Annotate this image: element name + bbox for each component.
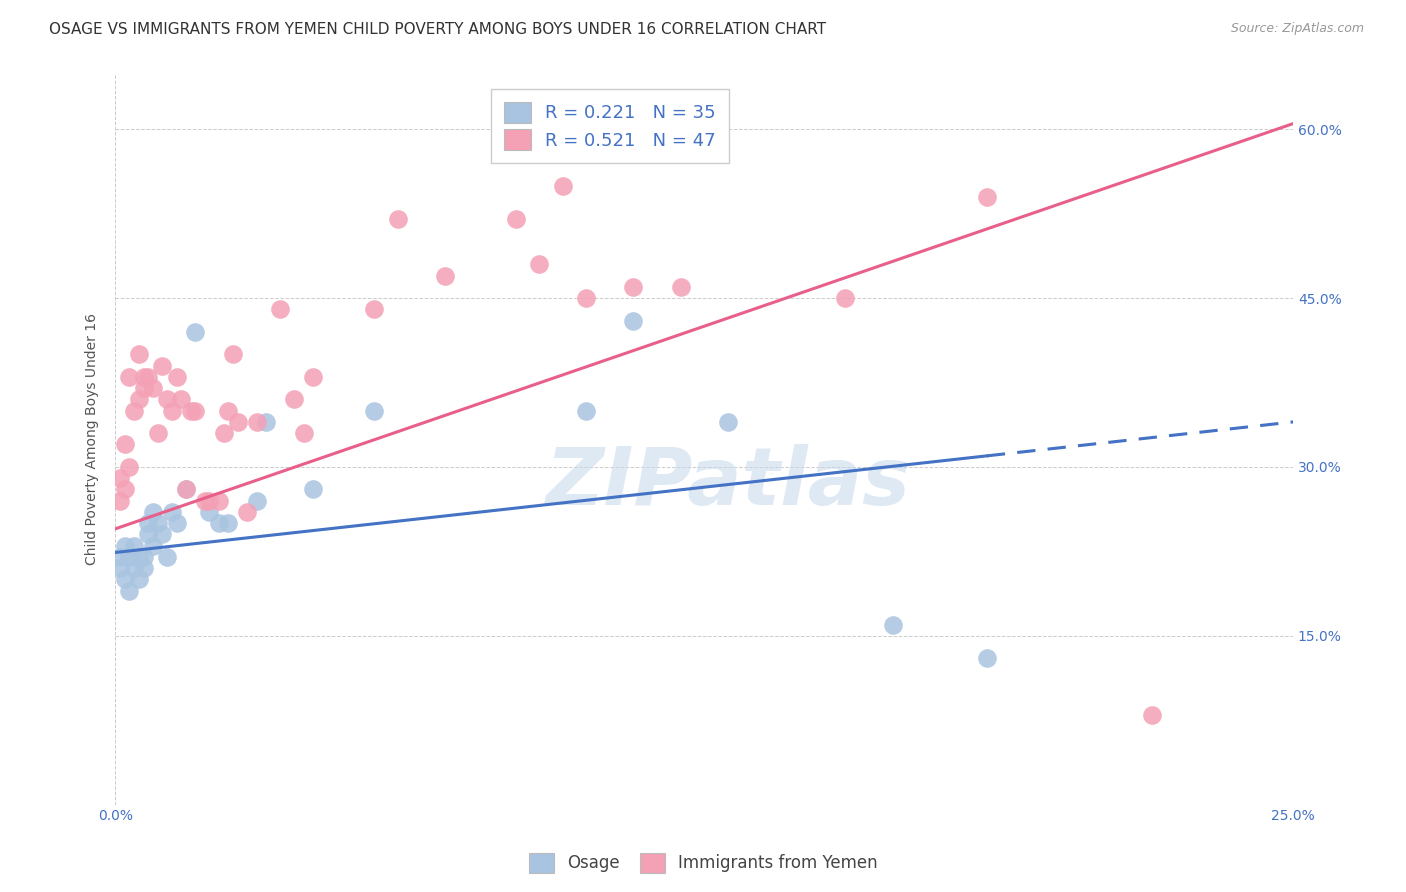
Point [226,415,249,429]
Legend: R = 0.221   N = 35, R = 0.521   N = 47: R = 0.221 N = 35, R = 0.521 N = 47 [491,89,728,162]
Point [170,392,193,407]
Point [292,426,315,441]
Point [283,392,305,407]
Point [217,516,239,531]
Point [118,549,141,564]
Point [575,403,598,417]
Point [118,583,141,598]
Point [136,370,159,384]
Point [136,527,159,541]
Point [166,370,188,384]
Point [198,505,221,519]
Point [246,493,269,508]
Point [108,561,131,575]
Point [128,573,150,587]
Text: ZIPatlas: ZIPatlas [546,443,910,522]
Point [505,212,527,227]
Point [623,313,645,327]
Point [132,561,155,575]
Point [114,573,136,587]
Point [128,392,150,407]
Legend: Osage, Immigrants from Yemen: Osage, Immigrants from Yemen [522,847,884,880]
Point [834,291,856,305]
Point [198,493,221,508]
Point [142,505,165,519]
Point [160,403,183,417]
Point [217,403,239,417]
Point [254,415,277,429]
Point [174,483,197,497]
Point [156,549,179,564]
Point [142,381,165,395]
Point [118,459,141,474]
Point [269,302,291,317]
Point [146,516,169,531]
Point [529,257,551,271]
Point [146,426,169,441]
Point [246,415,269,429]
Point [122,403,145,417]
Point [363,302,385,317]
Point [132,381,155,395]
Point [132,370,155,384]
Point [717,415,740,429]
Point [180,403,202,417]
Point [156,392,179,407]
Point [150,527,173,541]
Point [363,403,385,417]
Point [575,291,598,305]
Text: Source: ZipAtlas.com: Source: ZipAtlas.com [1230,22,1364,36]
Point [114,483,136,497]
Point [976,190,998,204]
Point [132,549,155,564]
Point [387,212,409,227]
Point [222,347,245,361]
Point [302,483,325,497]
Point [108,493,131,508]
Point [302,370,325,384]
Point [208,493,231,508]
Point [882,617,904,632]
Point [174,483,197,497]
Point [184,403,207,417]
Point [551,178,574,193]
Point [976,651,998,665]
Point [1140,707,1163,722]
Point [150,359,173,373]
Text: OSAGE VS IMMIGRANTS FROM YEMEN CHILD POVERTY AMONG BOYS UNDER 16 CORRELATION CHA: OSAGE VS IMMIGRANTS FROM YEMEN CHILD POV… [49,22,827,37]
Point [166,516,188,531]
Point [236,505,259,519]
Point [118,370,141,384]
Point [122,561,145,575]
Point [122,539,145,553]
Point [434,268,457,283]
Y-axis label: Child Poverty Among Boys Under 16: Child Poverty Among Boys Under 16 [86,313,100,565]
Point [184,325,207,339]
Point [623,280,645,294]
Point [160,505,183,519]
Point [128,347,150,361]
Point [114,437,136,451]
Point [212,426,235,441]
Point [108,549,131,564]
Point [128,549,150,564]
Point [194,493,217,508]
Point [136,516,159,531]
Point [142,539,165,553]
Point [114,539,136,553]
Point [208,516,231,531]
Point [669,280,692,294]
Point [108,471,131,485]
